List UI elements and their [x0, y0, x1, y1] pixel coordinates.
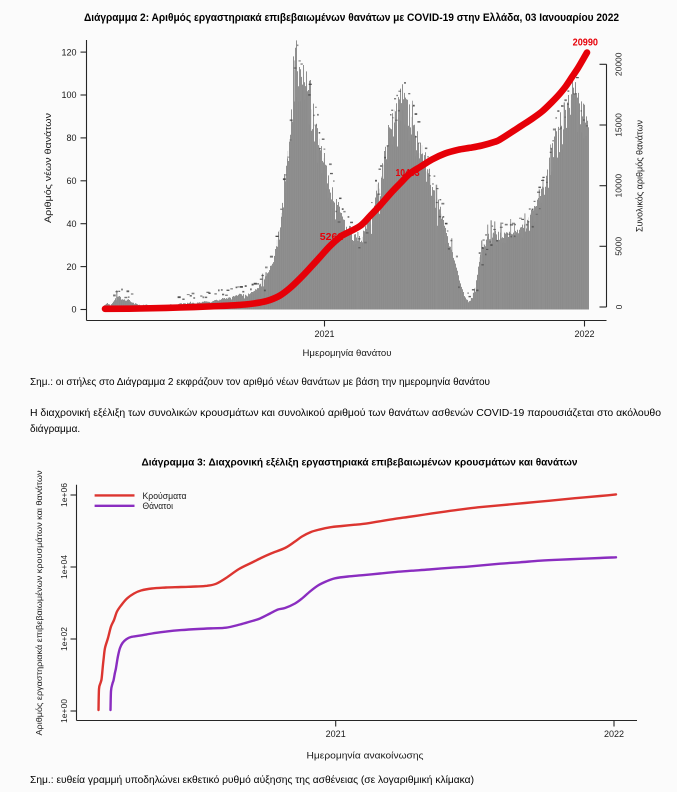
svg-text:διάγραμμα.: διάγραμμα. — [30, 423, 80, 435]
svg-text:Σημ.: οι στήλες στο Διάγραμμα: Σημ.: οι στήλες στο Διάγραμμα 2 εκφράζου… — [30, 376, 490, 388]
svg-text:2021: 2021 — [326, 729, 346, 739]
svg-text:15000: 15000 — [614, 113, 624, 137]
svg-text:Αριθμός νέων θανάτων: Αριθμός νέων θανάτων — [43, 112, 53, 223]
svg-text:Ημερομηνία ανακοίνωσης: Ημερομηνία ανακοίνωσης — [307, 751, 424, 762]
svg-text:2022: 2022 — [604, 729, 624, 739]
svg-text:40: 40 — [66, 219, 76, 229]
svg-text:5262: 5262 — [320, 232, 344, 243]
svg-text:1e+06: 1e+06 — [59, 483, 69, 507]
svg-text:10000: 10000 — [614, 174, 624, 198]
svg-text:Θάνατοι: Θάνατοι — [143, 501, 174, 512]
svg-text:1e+04: 1e+04 — [59, 555, 69, 579]
svg-text:Η διαχρονική εξέλιξη των συνολ: Η διαχρονική εξέλιξη των συνολικών κρουσ… — [30, 407, 661, 419]
svg-text:5000: 5000 — [614, 237, 624, 256]
svg-text:Αριθμός εργαστηριακά επιβεβαιω: Αριθμός εργαστηριακά επιβεβαιωμένων κρου… — [34, 471, 44, 736]
svg-text:Διάγραμμα 3: Διαχρονική εξέλιξ: Διάγραμμα 3: Διαχρονική εξέλιξη εργαστηρ… — [142, 457, 578, 469]
svg-text:0: 0 — [614, 304, 624, 309]
svg-text:2022: 2022 — [574, 329, 594, 339]
svg-text:Κρούσματα: Κρούσματα — [143, 491, 187, 502]
svg-text:1e+02: 1e+02 — [59, 627, 69, 651]
svg-text:60: 60 — [66, 176, 76, 186]
svg-text:20: 20 — [66, 262, 76, 272]
svg-text:100: 100 — [61, 90, 76, 100]
svg-text:1e+00: 1e+00 — [59, 699, 69, 723]
svg-text:2021: 2021 — [314, 329, 334, 339]
svg-text:Διάγραμμα 2: Αριθμός εργαστηρι: Διάγραμμα 2: Αριθμός εργαστηριακά επιβεβ… — [84, 12, 619, 24]
svg-text:Συνολικός αριθμός θανάτων: Συνολικός αριθμός θανάτων — [634, 120, 644, 232]
svg-text:0: 0 — [71, 305, 76, 315]
svg-text:Σημ.: ευθεία γραμμή υποδηλώνει: Σημ.: ευθεία γραμμή υποδηλώνει εκθετικό … — [30, 774, 474, 786]
svg-text:80: 80 — [66, 133, 76, 143]
svg-text:20000: 20000 — [614, 52, 624, 76]
svg-text:Ημερομηνία θανάτου: Ημερομηνία θανάτου — [303, 348, 392, 359]
svg-text:120: 120 — [61, 47, 76, 57]
svg-text:20990: 20990 — [573, 38, 599, 49]
